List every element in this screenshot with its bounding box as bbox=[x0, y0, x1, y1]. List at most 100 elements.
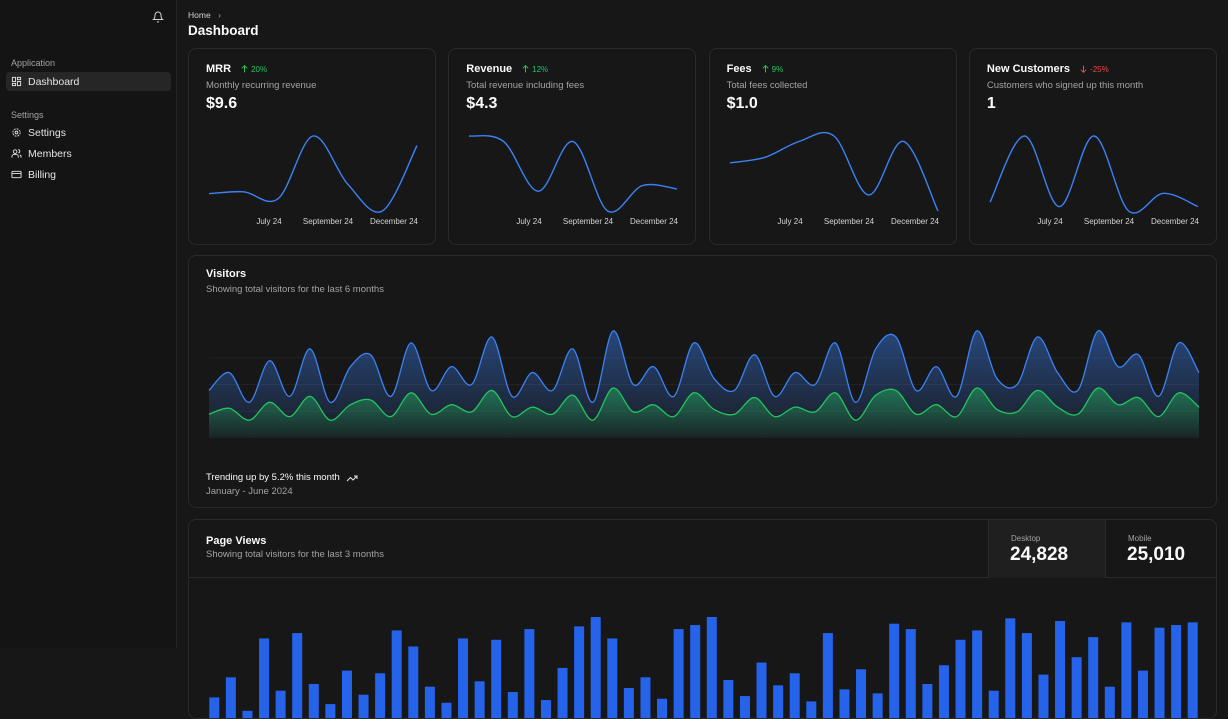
card-title: Fees bbox=[726, 63, 752, 75]
stat-label: Mobile bbox=[1128, 534, 1152, 543]
group-label: Application bbox=[11, 58, 56, 68]
page-views-chart bbox=[209, 617, 1198, 718]
bar bbox=[690, 625, 701, 718]
bar bbox=[474, 681, 485, 718]
card-title: Revenue bbox=[466, 63, 513, 75]
change: -25% bbox=[1080, 65, 1109, 74]
settings-icon bbox=[12, 128, 21, 137]
change: 20% bbox=[241, 65, 267, 74]
card-value: 1 bbox=[986, 95, 996, 112]
nav-label: Settings bbox=[28, 126, 66, 139]
bar bbox=[789, 673, 800, 718]
bar bbox=[1021, 633, 1032, 718]
bar bbox=[1121, 622, 1132, 718]
bar bbox=[341, 670, 352, 718]
trend-icon bbox=[346, 475, 358, 481]
bar bbox=[673, 629, 684, 718]
page-title: Dashboard bbox=[188, 23, 259, 38]
bar bbox=[657, 698, 668, 718]
sparkline-chart: July 24 September 24 December 24 bbox=[989, 135, 1199, 226]
bar bbox=[905, 629, 916, 718]
bar bbox=[1038, 674, 1049, 718]
change-value: 12% bbox=[532, 64, 549, 74]
bell-icon[interactable] bbox=[152, 11, 164, 23]
page-views-card: Page Views Showing total visitors for th… bbox=[188, 519, 1217, 719]
nav-item[interactable]: Settings bbox=[6, 123, 171, 142]
stat-box[interactable]: Desktop 24,828 bbox=[988, 520, 1105, 578]
area bbox=[209, 387, 1199, 438]
visitors-card: Visitors Showing total visitors for the … bbox=[188, 255, 1217, 508]
trend-text: Trending up by 5.2% this month bbox=[206, 472, 340, 483]
bar bbox=[723, 679, 734, 718]
bar bbox=[358, 694, 369, 718]
stat-card: New Customers -25% Customers who signed up… bbox=[968, 48, 1217, 245]
card-title: New Customers bbox=[986, 63, 1071, 75]
nav-item[interactable]: Billing bbox=[6, 165, 171, 184]
change-value: 20% bbox=[251, 64, 268, 74]
card-heading: Fees 9% bbox=[727, 63, 784, 75]
bar bbox=[391, 630, 402, 718]
breadcrumb[interactable]: Home › bbox=[188, 10, 221, 20]
change: 12% bbox=[522, 65, 548, 74]
dashboard-icon bbox=[11, 76, 22, 87]
x-tick-label: December 24 bbox=[370, 217, 419, 226]
breadcrumb-home[interactable]: Home bbox=[188, 10, 211, 20]
card-heading: New Customers -25% bbox=[987, 63, 1109, 75]
sparkline bbox=[469, 134, 678, 213]
arrow bbox=[522, 65, 529, 73]
bar bbox=[640, 677, 651, 718]
bar bbox=[1055, 621, 1066, 718]
stat-card: MRR 20% Monthly recurring revenue $9.6 July … bbox=[188, 48, 436, 245]
members-icon bbox=[11, 148, 22, 158]
nav-label: Members bbox=[28, 147, 72, 160]
card-title: Page Views bbox=[206, 535, 267, 547]
x-tick-label: July 24 bbox=[1037, 217, 1063, 226]
stat-value: 25,010 bbox=[1127, 544, 1186, 565]
bar bbox=[839, 689, 850, 718]
bar bbox=[972, 630, 983, 718]
trend-footer: Trending up by 5.2% this month bbox=[206, 472, 358, 483]
x-tick-label: July 24 bbox=[517, 217, 543, 226]
sparkline-chart: July 24 September 24 December 24 bbox=[469, 134, 679, 226]
period: January - June 2024 bbox=[206, 486, 293, 497]
bar bbox=[1071, 657, 1082, 718]
bar bbox=[1137, 670, 1148, 718]
page: Application Dashboard Settings Settings … bbox=[6, 0, 1217, 719]
bar bbox=[706, 617, 717, 718]
bar bbox=[1088, 637, 1099, 718]
arrow bbox=[762, 65, 769, 73]
change-value: -25% bbox=[1090, 64, 1109, 74]
bar bbox=[209, 697, 220, 718]
nav-item[interactable]: Dashboard bbox=[6, 72, 171, 91]
area-line bbox=[208, 387, 1200, 421]
nav-label: Dashboard bbox=[28, 75, 80, 88]
x-tick-label: December 24 bbox=[891, 217, 940, 226]
trend-arrow bbox=[1080, 65, 1087, 73]
bar bbox=[491, 639, 502, 718]
bar bbox=[739, 696, 750, 718]
bar bbox=[259, 638, 270, 718]
group-label: Settings bbox=[11, 110, 44, 120]
bar bbox=[441, 702, 452, 718]
x-tick-label: July 24 bbox=[777, 217, 803, 226]
card-description: Customers who signed up this month bbox=[986, 80, 1144, 91]
stat-value: 24,828 bbox=[1010, 544, 1069, 565]
bar bbox=[806, 701, 817, 718]
nav-item[interactable]: Members bbox=[6, 144, 171, 163]
card-header bbox=[189, 520, 1216, 578]
x-tick-label: September 24 bbox=[563, 217, 614, 226]
bar bbox=[325, 704, 336, 718]
x-tick-label: December 24 bbox=[630, 217, 679, 226]
card-value: $4.3 bbox=[466, 95, 498, 112]
bar bbox=[590, 617, 601, 718]
x-tick-label: July 24 bbox=[256, 217, 282, 226]
stat-box[interactable]: Mobile 25,010 bbox=[1105, 520, 1216, 578]
card-description: Showing total visitors for the last 3 mo… bbox=[206, 549, 384, 560]
bar bbox=[424, 686, 435, 718]
bar bbox=[822, 633, 833, 718]
arrow bbox=[241, 65, 248, 73]
card-title: MRR bbox=[206, 63, 232, 75]
bar bbox=[408, 646, 419, 718]
card-description: Showing total visitors for the last 6 mo… bbox=[206, 284, 384, 295]
card-value: $9.6 bbox=[206, 95, 238, 112]
